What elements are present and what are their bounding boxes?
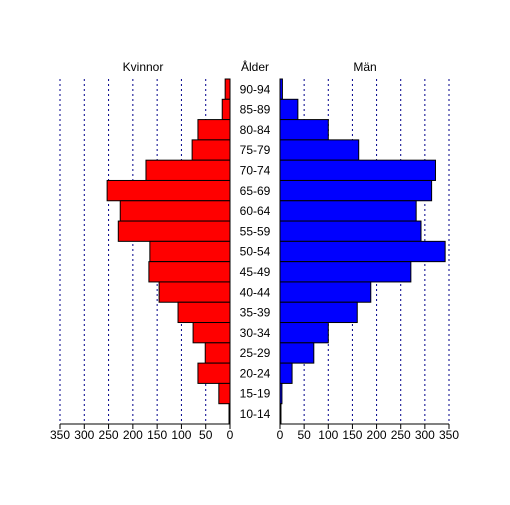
age-label: 30-34 [240, 326, 271, 340]
bar [158, 281, 231, 303]
x-tick-label: 50 [297, 428, 311, 442]
age-label: 80-84 [240, 123, 271, 137]
x-tick-label: 200 [123, 428, 143, 442]
x-tick-label: 350 [439, 428, 459, 442]
x-tick-label: 50 [199, 428, 213, 442]
bar [117, 220, 231, 242]
x-tick-label: 250 [99, 428, 119, 442]
bar [149, 240, 231, 263]
age-label: 50-54 [240, 245, 271, 259]
bar [279, 139, 360, 161]
bar [279, 78, 283, 100]
bar [218, 382, 231, 405]
bar [279, 322, 329, 344]
x-tick-label: 150 [147, 428, 167, 442]
age-label: 20-24 [240, 366, 271, 380]
x-tick-label: 250 [391, 428, 411, 442]
right-title: Män [353, 60, 376, 74]
bar [197, 119, 231, 141]
bar [279, 362, 293, 384]
x-tick-label: 0 [277, 428, 284, 442]
bar [197, 362, 231, 384]
bar [279, 200, 417, 222]
age-title: Ålder [241, 59, 269, 74]
bar [204, 342, 231, 364]
bar [279, 261, 412, 283]
age-label: 90-94 [240, 82, 271, 96]
bar [192, 322, 231, 344]
bar [145, 159, 231, 181]
age-label: 15-19 [240, 387, 271, 401]
bar [191, 139, 231, 161]
bar [279, 98, 299, 121]
age-label: 85-89 [240, 103, 271, 117]
bar [119, 200, 231, 222]
bar [279, 281, 372, 303]
age-label: 60-64 [240, 204, 271, 218]
x-tick-label: 200 [367, 428, 387, 442]
age-label: 40-44 [240, 285, 271, 299]
bar [177, 301, 231, 324]
x-tick-label: 100 [318, 428, 338, 442]
bar [279, 179, 433, 202]
bar [279, 119, 329, 141]
x-tick-label: 0 [227, 428, 234, 442]
age-label: 55-59 [240, 224, 271, 238]
bar [106, 179, 231, 202]
bar [279, 240, 446, 263]
age-label: 75-79 [240, 143, 271, 157]
x-tick-label: 100 [171, 428, 191, 442]
bar [279, 342, 315, 364]
left-title: Kvinnor [123, 60, 164, 74]
age-label: 65-69 [240, 184, 271, 198]
age-label: 35-39 [240, 306, 271, 320]
bar [279, 159, 436, 181]
bar [228, 403, 231, 425]
bar [279, 220, 422, 242]
x-tick-label: 350 [50, 428, 70, 442]
age-label: 10-14 [240, 407, 271, 421]
bar [221, 98, 231, 121]
age-label: 25-29 [240, 346, 271, 360]
bar [224, 78, 231, 100]
x-tick-label: 150 [342, 428, 362, 442]
x-tick-label: 300 [74, 428, 94, 442]
age-label: 70-74 [240, 163, 271, 177]
age-label: 45-49 [240, 265, 271, 279]
x-tick-label: 300 [415, 428, 435, 442]
bar [279, 382, 283, 405]
bar [148, 261, 231, 283]
bar [279, 403, 282, 425]
bar [279, 301, 358, 324]
